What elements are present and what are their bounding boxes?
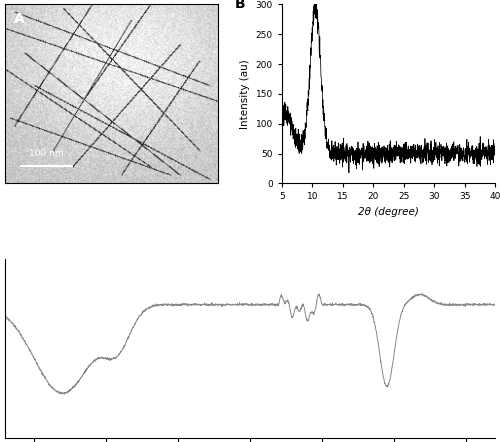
Y-axis label: Intensity (au): Intensity (au) (240, 59, 250, 129)
Text: A: A (14, 11, 24, 26)
X-axis label: 2θ (degree): 2θ (degree) (358, 207, 419, 217)
Text: 100 nm: 100 nm (29, 149, 64, 158)
Text: B: B (235, 0, 246, 11)
